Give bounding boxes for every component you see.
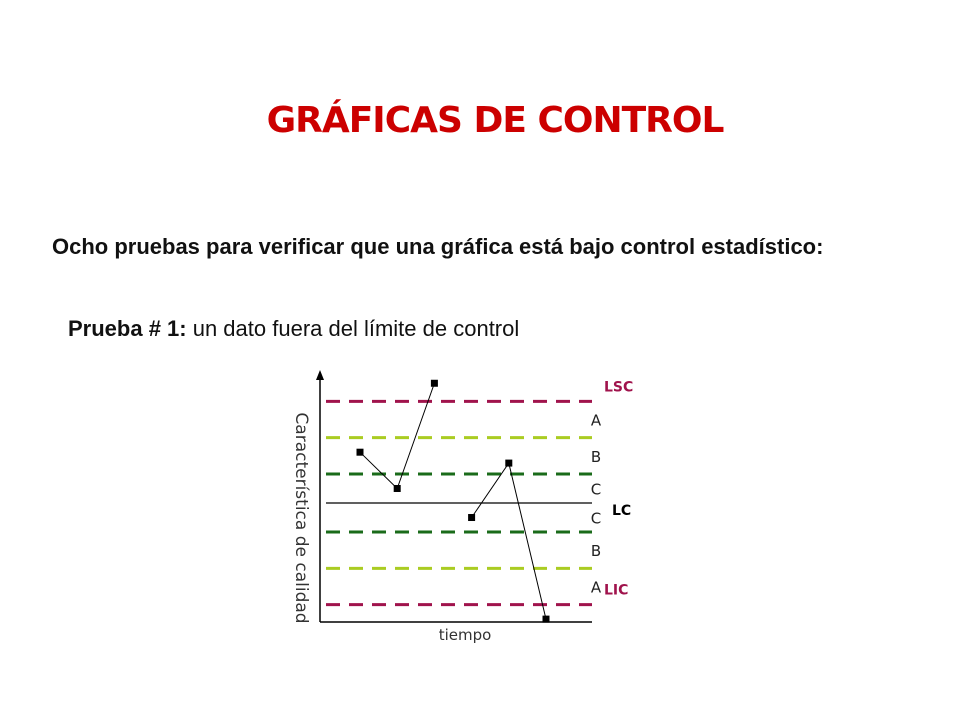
data-point-3 [430,379,438,387]
test-line: Prueba # 1: un dato fuera del límite de … [68,316,519,342]
limit-label-lc: LC [612,503,631,519]
test-description: un dato fuera del límite de control [186,316,520,341]
zone-label-5: A [591,578,602,596]
zone-label-3: C [591,510,601,528]
y-axis-arrow [316,370,324,380]
data-point-4 [468,514,476,522]
intro-text: Ocho pruebas para verificar que una gráf… [52,234,824,259]
zone-label-1: B [591,448,601,466]
control-lines-layer [326,399,592,607]
data-point-5 [505,459,513,467]
series-layer [356,379,550,623]
zone-label-0: A [591,412,602,430]
data-point-1 [356,448,364,456]
zone-label-2: C [591,480,601,498]
zone-label-4: B [591,542,601,560]
data-point-2 [393,484,401,492]
limit-label-lic: LIC [604,583,628,599]
series-line-1 [471,461,547,620]
test-label: Prueba # 1: [68,316,187,341]
x-axis-label: tiempo [439,626,492,644]
limit-label-lsc: LSC [604,379,633,395]
y-axis-label: Característica de calidad [291,412,311,623]
data-point-6 [542,615,550,623]
page-title: GRÁFICAS DE CONTROL [266,100,725,141]
